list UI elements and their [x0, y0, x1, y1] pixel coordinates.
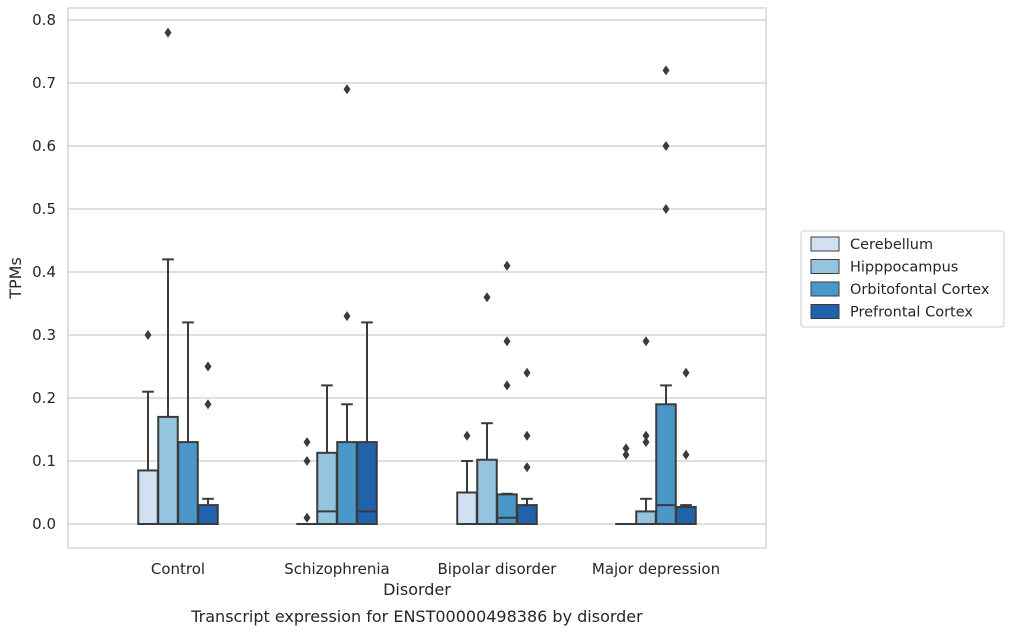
outlier-point [164, 27, 172, 38]
x-tick-label: Schizophrenia [284, 560, 389, 578]
legend-swatch [810, 281, 840, 297]
outlier-point [642, 437, 650, 448]
box-body [635, 510, 657, 525]
box-orbitofontal-cortex-3 [655, 65, 677, 525]
outlier-point [642, 430, 650, 441]
figure-caption: Transcript expression for ENST0000049838… [190, 607, 643, 626]
box-body [197, 504, 219, 526]
y-tick-label: 0.8 [32, 11, 56, 29]
outlier-point [144, 330, 152, 340]
legend-label: Orbitofontal Cortex [850, 282, 990, 298]
box-body [496, 493, 518, 526]
outlier-point [463, 430, 471, 441]
box-body [336, 441, 358, 526]
y-tick-label: 0.4 [32, 263, 56, 281]
outlier-point [503, 380, 511, 391]
outlier-point [303, 456, 311, 466]
box-body [675, 505, 697, 525]
box-body [516, 504, 538, 526]
box-body [177, 441, 199, 526]
y-tick-label: 0.0 [32, 515, 56, 533]
y-tick-label: 0.5 [32, 200, 56, 218]
legend-swatch [810, 236, 840, 252]
box-body [316, 451, 338, 525]
x-tick-label: Bipolar disorder [438, 560, 558, 578]
legend-label: Hipppocampus [850, 260, 958, 276]
outlier-point [523, 367, 531, 378]
outlier-point [303, 437, 311, 448]
outlier-point [483, 292, 491, 303]
outlier-point [204, 361, 212, 372]
box-hipppocampus-1 [316, 384, 338, 525]
x-tick-label: Major depression [592, 560, 720, 578]
y-tick-label: 0.2 [32, 389, 56, 407]
box-cerebellum-2 [456, 430, 478, 525]
outlier-point [523, 462, 531, 473]
outlier-point [503, 260, 511, 271]
outlier-point [682, 449, 690, 460]
outlier-point [662, 65, 670, 76]
outlier-point [503, 336, 511, 347]
outlier-point [343, 84, 351, 95]
box-hipppocampus-2 [476, 292, 498, 525]
box-prefrontal-cortex-3 [675, 367, 697, 525]
y-tick-labels: 0.0 0.1 0.2 0.3 0.4 0.5 0.6 0.7 0.8 [32, 11, 56, 533]
outlier-point [303, 512, 311, 523]
legend-swatch [810, 304, 840, 319]
box-cerebellum-3 [615, 443, 637, 526]
box-body [356, 441, 378, 526]
outlier-point [682, 367, 690, 378]
outlier-point [662, 204, 670, 214]
box-hipppocampus-3 [635, 336, 657, 525]
box-prefrontal-cortex-1 [356, 321, 378, 526]
box-orbitofontal-cortex-0 [177, 321, 199, 526]
y-tick-label: 0.3 [32, 326, 56, 344]
outlier-point [622, 449, 630, 460]
box-hipppocampus-0 [157, 27, 179, 525]
legend: Cerebellum Hipppocampus Orbitofontal Corte… [800, 230, 1005, 328]
box-body [137, 469, 159, 526]
box-series-group [137, 27, 697, 526]
outlier-point [343, 311, 351, 322]
box-cerebellum-1 [296, 437, 318, 526]
box-orbitofontal-cortex-2 [496, 260, 518, 526]
box-body [476, 458, 498, 525]
x-axis-label: Disorder [383, 580, 451, 599]
box-prefrontal-cortex-2 [516, 367, 538, 526]
legend-label: Cerebellum [850, 237, 933, 253]
outlier-point [523, 430, 531, 441]
legend-frame [800, 230, 1005, 328]
box-cerebellum-0 [137, 330, 159, 526]
y-axis-label: TPMs [6, 257, 25, 300]
legend-label: Prefrontal Cortex [850, 305, 973, 321]
box-body [655, 403, 677, 525]
outlier-point [642, 336, 650, 347]
box-body [157, 415, 179, 525]
y-tick-label: 0.6 [32, 137, 56, 155]
y-tick-label: 0.1 [32, 452, 56, 470]
box-prefrontal-cortex-0 [197, 361, 219, 526]
y-tick-label: 0.7 [32, 74, 56, 92]
x-tick-label: Control [151, 560, 205, 578]
outlier-point [662, 141, 670, 151]
box-body [456, 491, 478, 525]
x-tick-labels: Control Schizophrenia Bipolar disorder Majo… [151, 560, 720, 578]
outlier-point [204, 399, 212, 410]
outlier-point [622, 443, 630, 454]
plot-area-frame [67, 7, 767, 549]
box-orbitofontal-cortex-1 [336, 84, 358, 526]
legend-swatch [810, 259, 840, 274]
